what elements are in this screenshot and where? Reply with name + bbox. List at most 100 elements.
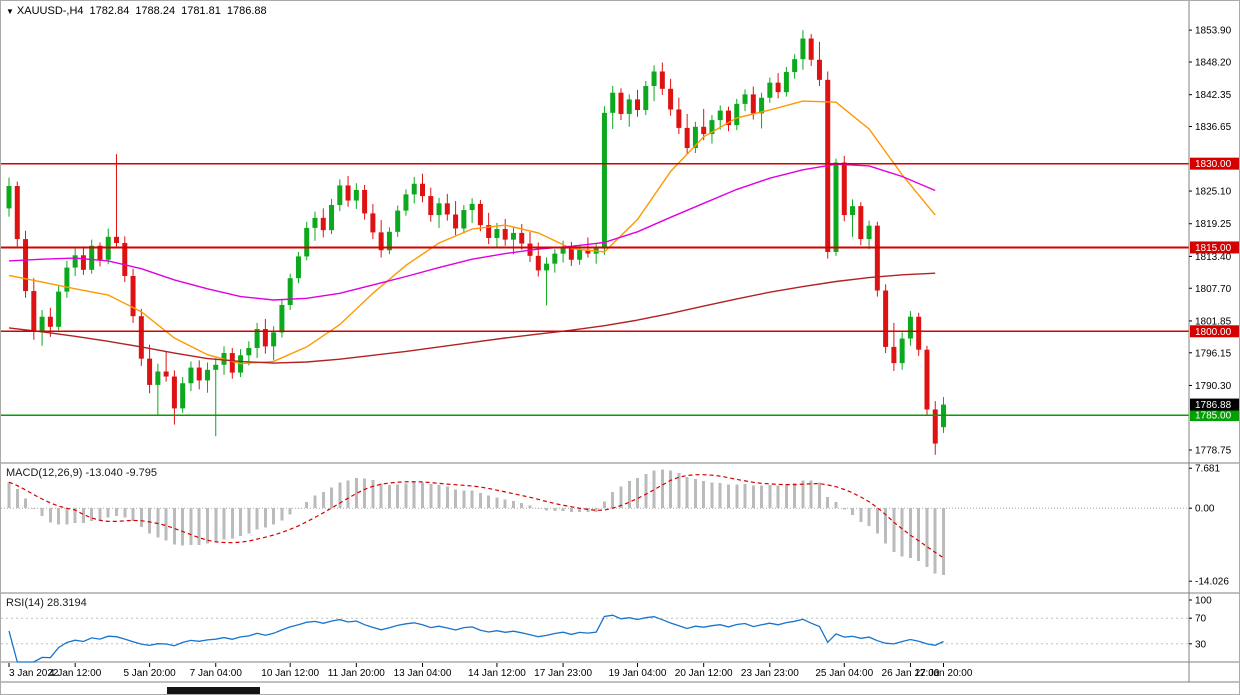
price-axis-label: 1819.25 <box>1195 219 1232 230</box>
rsi-line <box>8 614 944 663</box>
candle <box>287 273 293 311</box>
candle <box>601 106 607 255</box>
rsi-indicator-label: RSI(14) 28.3194 <box>6 597 87 609</box>
candle <box>329 198 335 235</box>
candle <box>362 184 368 220</box>
candle <box>866 220 872 250</box>
quote-open: 1782.84 <box>89 5 130 17</box>
price-badge-1830.00: 1830.00 <box>1190 157 1239 170</box>
candle <box>395 205 401 237</box>
symbol-timeframe-label: XAUUSD-,H4 <box>16 5 84 17</box>
candle <box>155 363 161 415</box>
rsi-axis-label: 70 <box>1195 614 1207 625</box>
candle <box>229 348 235 379</box>
candle <box>635 89 641 117</box>
price-axis-label: 1807.70 <box>1195 284 1232 295</box>
candle <box>64 260 70 298</box>
candle <box>659 62 665 95</box>
candle <box>808 34 814 66</box>
support-resistance-lines <box>1 162 1189 416</box>
candle <box>89 239 95 274</box>
macd-axis-label: 0.00 <box>1195 504 1215 515</box>
candle <box>841 155 847 222</box>
candle <box>428 187 434 222</box>
candle <box>907 311 913 346</box>
candle <box>97 242 103 267</box>
macd-histogram <box>7 469 946 576</box>
candle <box>304 221 310 261</box>
price-axis-label: 1813.40 <box>1195 252 1232 263</box>
svg-text:1786.88: 1786.88 <box>1195 400 1232 411</box>
candle <box>345 175 351 207</box>
ma-mid-magenta <box>8 163 936 301</box>
candle <box>213 358 219 437</box>
candle <box>552 249 558 273</box>
candle <box>494 222 500 249</box>
candle <box>932 401 938 455</box>
price-axis-label: 1853.90 <box>1195 26 1232 37</box>
candle <box>816 41 822 87</box>
macd-indicator-label: MACD(12,26,9) -13.040 -9.795 <box>6 467 158 479</box>
candle <box>858 202 864 246</box>
candle <box>461 205 467 234</box>
svg-text:1785.00: 1785.00 <box>1195 411 1232 422</box>
price-axis-label: 1825.10 <box>1195 187 1232 198</box>
candle <box>420 173 425 203</box>
svg-text:1830.00: 1830.00 <box>1195 159 1232 170</box>
price-badge-1815.00: 1815.00 <box>1190 241 1239 254</box>
chart-menu-arrow-icon[interactable]: ▼ <box>6 7 14 16</box>
candle <box>80 246 86 275</box>
price-axis-label: 1790.30 <box>1195 381 1232 392</box>
candle <box>544 257 550 306</box>
time-axis-label: 11 Jan 20:00 <box>328 668 386 679</box>
rsi-axis-label: 100 <box>1195 596 1212 607</box>
time-axis-label: 20 Jan 12:00 <box>675 668 733 679</box>
candle <box>924 345 930 416</box>
price-axis-label: 1801.85 <box>1195 316 1232 327</box>
candle <box>403 189 409 216</box>
candle <box>684 113 690 155</box>
candle <box>370 203 376 240</box>
rsi-panel: 100 70 30 <box>1 596 1212 663</box>
candle <box>411 177 417 204</box>
time-axis-label: 23 Jan 23:00 <box>741 668 799 679</box>
candle <box>72 248 78 276</box>
candle <box>626 94 632 127</box>
candle <box>874 221 880 297</box>
candle <box>792 54 798 79</box>
moving-averages <box>8 100 936 365</box>
candle <box>850 199 856 237</box>
candle <box>800 30 806 70</box>
time-axis-label: 5 Jan 20:00 <box>123 668 176 679</box>
candle <box>386 227 392 255</box>
current-price-badge: 1786.88 <box>1190 398 1239 411</box>
time-axis-label: 27 Jan 20:00 <box>915 668 973 679</box>
candle <box>734 98 740 131</box>
candle <box>701 108 707 141</box>
candle <box>759 92 765 129</box>
candle <box>775 73 781 99</box>
candle <box>742 89 748 112</box>
candle <box>105 228 111 265</box>
candle <box>767 77 773 103</box>
candle <box>676 97 682 135</box>
candle <box>188 361 194 392</box>
candle <box>883 284 889 354</box>
time-axis-label: 3 Jan 2022 <box>9 668 59 679</box>
candle <box>577 245 583 265</box>
time-axis-label: 13 Jan 04:00 <box>394 668 452 679</box>
price-axis-label: 1796.15 <box>1195 348 1232 359</box>
svg-text:1800.00: 1800.00 <box>1195 327 1232 338</box>
candle <box>651 65 657 102</box>
candle <box>254 322 260 359</box>
candle <box>692 121 698 154</box>
candle <box>320 208 326 238</box>
price-axis[interactable]: 1853.90 1848.20 1842.35 1836.65 1825.10 1819.… <box>1189 26 1240 457</box>
candle <box>262 318 268 354</box>
candle <box>916 312 922 356</box>
candle <box>180 377 186 413</box>
candle <box>378 220 384 258</box>
